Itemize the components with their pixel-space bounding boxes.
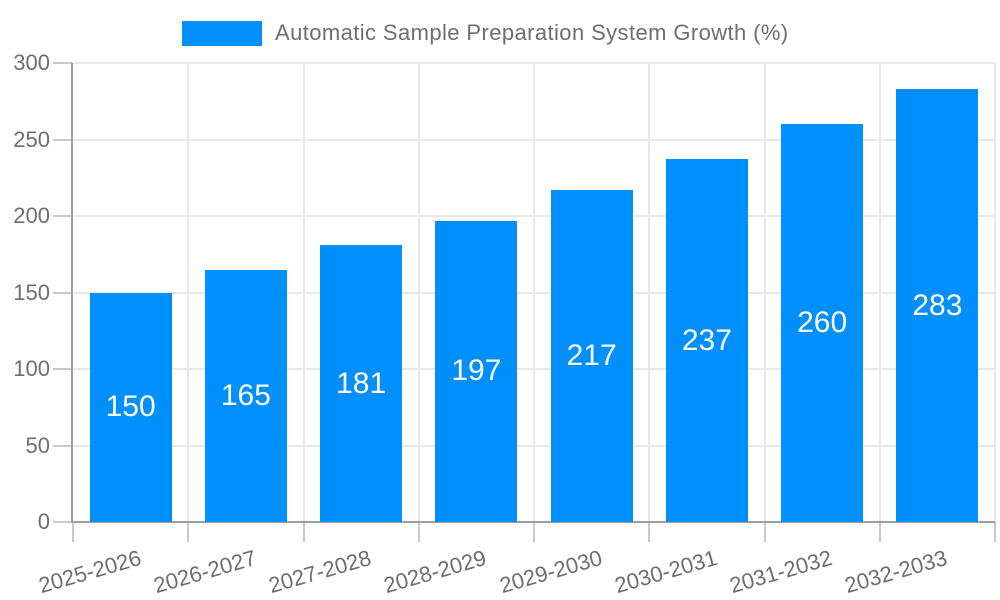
x-tick bbox=[187, 522, 190, 542]
y-axis-label: 200 bbox=[13, 203, 50, 228]
x-tick bbox=[417, 522, 420, 542]
bar-value-label: 237 bbox=[681, 323, 732, 357]
bar[interactable] bbox=[435, 220, 518, 522]
x-tick bbox=[648, 522, 651, 542]
y-axis-line bbox=[71, 63, 73, 523]
x-gridline bbox=[648, 63, 651, 522]
y-tick bbox=[53, 291, 72, 294]
y-tick bbox=[53, 444, 72, 447]
bar-value-label: 165 bbox=[220, 378, 271, 412]
x-tick bbox=[533, 522, 535, 542]
y-axis-label: 0 bbox=[37, 509, 50, 534]
bar[interactable] bbox=[665, 159, 748, 522]
y-tick bbox=[53, 138, 72, 141]
bar[interactable] bbox=[781, 124, 864, 522]
bar-value-label: 283 bbox=[912, 288, 963, 322]
y-tick bbox=[53, 62, 72, 64]
y-tick bbox=[53, 215, 72, 217]
bar-value-label: 217 bbox=[566, 338, 617, 372]
bar[interactable] bbox=[896, 89, 979, 522]
legend-swatch bbox=[182, 20, 262, 46]
x-gridline bbox=[417, 63, 420, 522]
x-gridline bbox=[533, 63, 535, 522]
legend: Automatic Sample Preparation System Grow… bbox=[182, 20, 789, 46]
legend-item[interactable]: Automatic Sample Preparation System Grow… bbox=[182, 20, 789, 46]
x-gridline bbox=[878, 63, 881, 522]
x-gridline bbox=[763, 63, 766, 522]
x-tick bbox=[878, 522, 881, 542]
x-tick bbox=[302, 522, 305, 542]
x-tick bbox=[763, 522, 766, 542]
y-axis-label: 50 bbox=[25, 432, 50, 458]
y-tick bbox=[53, 368, 72, 370]
bar-value-label: 197 bbox=[451, 354, 502, 388]
x-tick bbox=[994, 522, 996, 542]
x-gridline bbox=[994, 63, 996, 522]
bar[interactable] bbox=[320, 245, 403, 522]
bar-value-label: 181 bbox=[336, 366, 387, 400]
y-axis-label: 300 bbox=[13, 50, 50, 75]
bar-value-label: 260 bbox=[797, 306, 848, 340]
y-tick bbox=[53, 521, 72, 523]
y-axis-label: 250 bbox=[13, 126, 50, 152]
bar[interactable] bbox=[204, 269, 287, 522]
y-axis-label: 100 bbox=[13, 356, 50, 381]
x-gridline bbox=[302, 63, 305, 522]
bar-value-label: 150 bbox=[105, 390, 156, 424]
bar[interactable] bbox=[89, 292, 172, 522]
x-axis-line bbox=[71, 521, 995, 523]
legend-label: Automatic Sample Preparation System Grow… bbox=[275, 20, 789, 45]
y-axis-label: 150 bbox=[13, 279, 50, 305]
x-gridline bbox=[187, 63, 190, 522]
bar[interactable] bbox=[550, 189, 633, 522]
x-tick bbox=[72, 522, 74, 542]
